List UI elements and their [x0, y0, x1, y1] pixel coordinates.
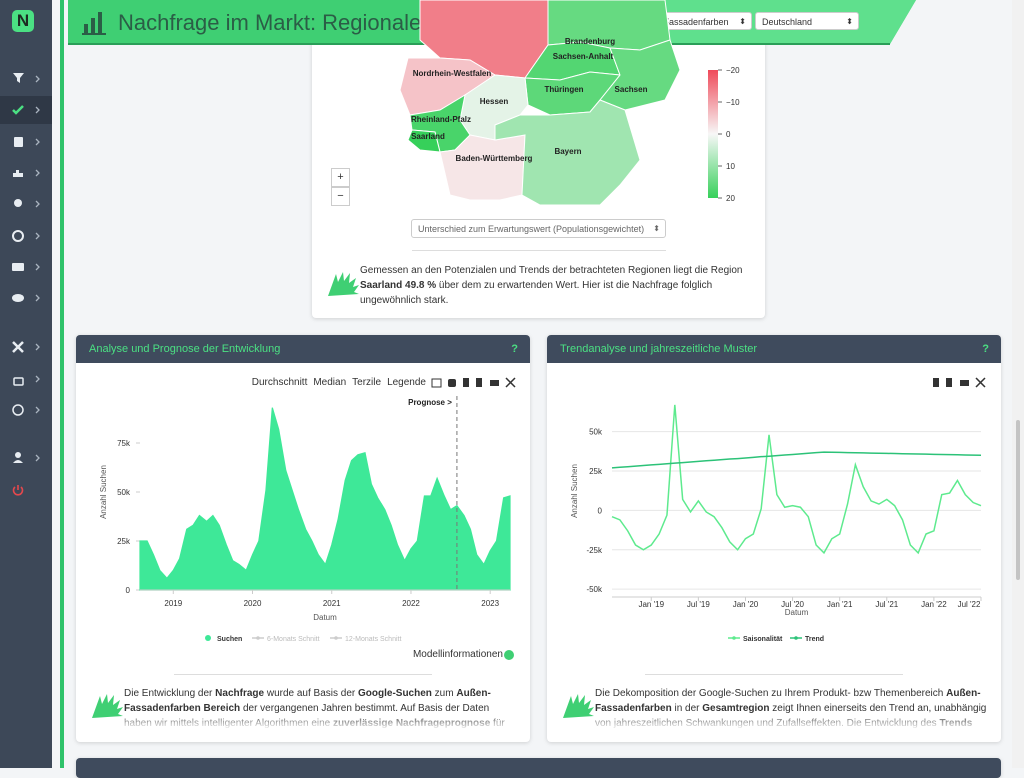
lock-icon[interactable]: [13, 377, 24, 386]
chart-toolbar: Durchschnitt Median Terzile Legende: [230, 377, 426, 388]
help-button[interactable]: ?: [511, 343, 518, 355]
sidebar: [0, 0, 52, 768]
user-icon[interactable]: [15, 452, 21, 458]
header-icon: [82, 12, 106, 35]
text-segment: Die Dekomposition der Google-Suchen zu I…: [595, 688, 947, 699]
tools-icon[interactable]: [12, 341, 24, 353]
text-segment: Außen-Fassadenfarben Bereich: [124, 688, 491, 714]
logo[interactable]: N: [12, 10, 34, 32]
left-text: Die Entwicklung der Nachfrage wurde auf …: [124, 686, 516, 730]
region-select[interactable]: Deutschland: [755, 12, 859, 31]
text-segment: wurde auf Basis der: [264, 688, 358, 699]
text-segment: über dem zu erwartenden Wert. Hier ist d…: [360, 280, 713, 306]
play-icon[interactable]: [12, 404, 24, 416]
text-segment: Gesamtregion: [702, 703, 770, 714]
text-segment: Nachfrage: [215, 688, 265, 699]
toolbar-button[interactable]: Median: [313, 377, 347, 388]
text-segment: in der: [671, 703, 703, 714]
text-segment: zuverlässige Nachfrageprognose: [333, 718, 491, 729]
product-select[interactable]: Außen-Fassadenfarben: [627, 12, 752, 31]
metric-select[interactable]: Unterschied zum Erwartungswert (Populati…: [411, 219, 666, 238]
text-segment: Google-Suchen: [358, 688, 432, 699]
card-icon[interactable]: [12, 263, 24, 271]
right-text: Die Dekomposition der Google-Suchen zu I…: [595, 686, 987, 730]
check-icon[interactable]: [12, 105, 24, 115]
divider: [412, 250, 666, 251]
text-segment: Die Entwicklung der: [124, 688, 216, 699]
target-icon[interactable]: [12, 230, 24, 242]
card-title: Analyse und Prognose der Entwicklung: [89, 343, 281, 355]
card-header: Trendanalyse und jahreszeitliche Muster?: [547, 335, 1001, 363]
chevron: [35, 75, 40, 83]
chevron: [35, 106, 40, 114]
text-segment: Trends: [939, 718, 973, 729]
eye-icon[interactable]: [12, 294, 24, 302]
accent-stripe: [60, 0, 64, 768]
text-segment: für die: [493, 718, 505, 729]
chevron: [35, 138, 40, 146]
help-button[interactable]: ?: [982, 343, 989, 355]
power-icon[interactable]: [12, 485, 24, 496]
chart-card-right: Trendanalyse und jahreszeitliche Muster?: [547, 335, 1001, 742]
chevron: [35, 200, 40, 208]
icon-bar: [84, 24, 88, 33]
scrollbar-thumb[interactable]: [1016, 420, 1020, 580]
chevron: [35, 232, 40, 240]
model-info-link[interactable]: Modellinformationen: [412, 649, 503, 660]
sidebar-active-row: [0, 96, 52, 124]
chevron: [35, 169, 40, 177]
text-segment: zeigt Ihnen einerseits den Trend an, una…: [595, 703, 987, 729]
divider: [174, 674, 432, 675]
card-header: Analyse und Prognose der Entwicklung?: [76, 335, 530, 363]
tool-icon[interactable]: [13, 170, 23, 177]
icon-base: [82, 33, 106, 35]
chart-card-left: Analyse und Prognose der Entwicklung?: [76, 335, 530, 742]
next-card: [76, 758, 1001, 778]
scrollbar[interactable]: [1012, 0, 1024, 768]
icon-bar: [91, 18, 95, 33]
toolbar-button[interactable]: Durchschnitt: [251, 377, 308, 388]
chevron: [35, 294, 40, 302]
user-icon-body: [13, 460, 23, 463]
map-text: Gemessen an den Potenzialen und Trends d…: [360, 263, 745, 308]
calc-icon[interactable]: [14, 137, 23, 147]
zoom-out[interactable]: −: [331, 187, 350, 206]
bulb-icon[interactable]: [14, 199, 22, 207]
icons: [12, 73, 24, 496]
toolbar-button[interactable]: Terzile: [352, 377, 382, 388]
chevron: [35, 406, 40, 414]
divider: [645, 674, 903, 675]
zoom-in[interactable]: +: [331, 168, 350, 187]
chevrons: [35, 75, 40, 462]
text-segment: der vergangenen Jahren bestimmt. Auf Bas…: [124, 703, 490, 729]
toolbar-button[interactable]: Legende: [387, 377, 426, 388]
chevron: [35, 454, 40, 462]
page-title: Nachfrage im Markt: Regionale Analysen: [118, 10, 517, 35]
icon-bar: [98, 12, 102, 33]
filter-icon[interactable]: [13, 73, 24, 83]
card-title: Trendanalyse und jahreszeitliche Muster: [560, 343, 758, 355]
text-segment: zum: [431, 688, 457, 699]
text-segment: Außen-Fassadenfarben: [595, 688, 981, 714]
sidebar-icons: [12, 73, 40, 496]
chevron: [35, 343, 40, 351]
chevron: [35, 263, 40, 271]
chevron: [35, 375, 40, 383]
text-segment: Saarland 49.8 %: [360, 280, 437, 291]
text-segment: Gemessen an den Potenzialen und Trends d…: [360, 265, 743, 276]
